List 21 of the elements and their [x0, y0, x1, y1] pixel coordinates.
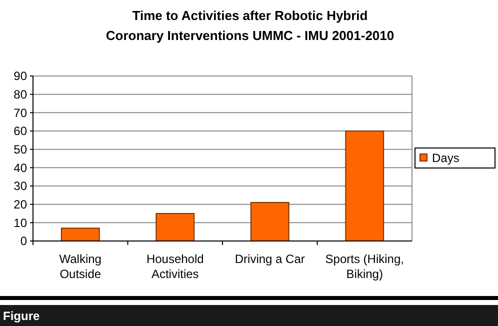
x-tick-label: Sports (Hiking, Biking): [325, 252, 404, 281]
text: Figure: [3, 309, 40, 323]
legend-label: Days: [432, 151, 460, 166]
y-tick-label: 20: [14, 198, 28, 212]
bar: [156, 213, 195, 242]
y-tick-label: 80: [14, 88, 28, 102]
y-tick-label: 70: [14, 106, 28, 120]
y-tick-label: 50: [14, 142, 28, 157]
y-tick-label: 60: [14, 124, 28, 138]
bar: [250, 202, 290, 242]
y-tick-label: 0: [20, 234, 28, 248]
y-tick-label: 30: [14, 179, 28, 194]
y-tick-label: 40: [14, 160, 28, 175]
y-tick-label: 10: [14, 216, 28, 230]
x-tick-label: Driving a Car: [234, 252, 305, 266]
chart-title: Time to Activities after Robotic Hybrid Coronary Interventions UMMC - IMU 2001-2010: [106, 8, 394, 43]
x-tick-label: Household Activities: [146, 252, 204, 281]
bar: [345, 130, 384, 242]
bar: [60, 228, 100, 242]
x-tick-label: Walking Outside: [59, 252, 102, 281]
y-tick-label: 90: [14, 69, 28, 84]
